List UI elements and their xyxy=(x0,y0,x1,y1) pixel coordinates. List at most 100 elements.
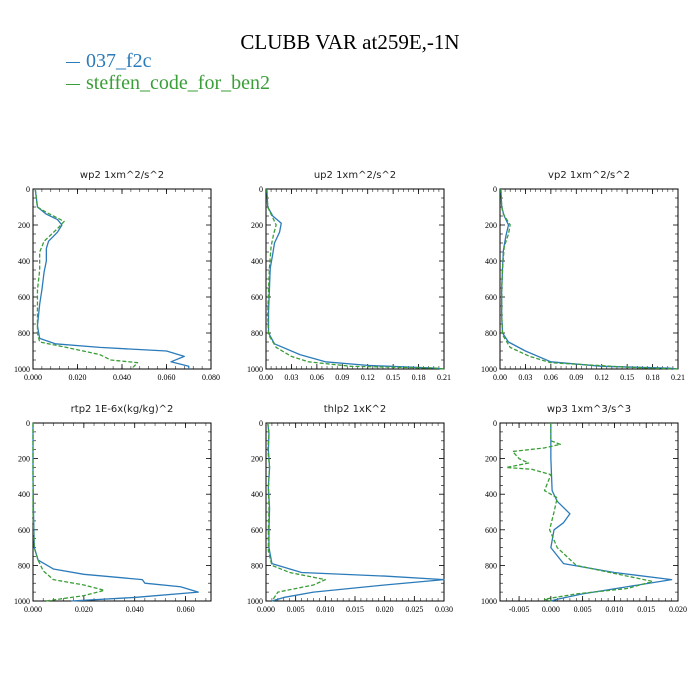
series-line-2-0 xyxy=(500,188,679,370)
x-tick-label-0-1: 0.020 xyxy=(69,373,87,382)
panel-frame-1 xyxy=(265,188,445,370)
series-line-0-1 xyxy=(34,188,139,369)
series-line-3-1 xyxy=(32,423,105,602)
y-tick-label-0-4: 800 xyxy=(18,329,30,338)
x-tick-label-2-3: 0.09 xyxy=(569,373,583,382)
x-tick-label-3-2: 0.040 xyxy=(126,605,144,614)
y-tick-label-4-2: 400 xyxy=(251,490,263,499)
panel-wp3: wp3 1xm^3/s^3 0 200 400 600 800 1000 -0.005 0.00… xyxy=(481,404,687,614)
y-tick-label-1-5: 1000 xyxy=(247,365,263,374)
x-tick-label-1-5: 0.15 xyxy=(386,373,400,382)
x-tick-label-1-6: 0.18 xyxy=(412,373,426,382)
x-tick-label-2-2: 0.06 xyxy=(544,373,558,382)
series-line-0-0 xyxy=(34,188,190,369)
y-tick-label-3-4: 800 xyxy=(18,561,30,570)
panel-title-1: up2 1xm^2/s^2 xyxy=(314,170,396,181)
y-tick-label-2-1: 200 xyxy=(485,221,497,230)
x-tick-label-5-5: 0.020 xyxy=(669,605,687,614)
x-tick-label-5-0: -0.005 xyxy=(509,605,530,614)
x-tick-label-0-3: 0.060 xyxy=(158,373,176,382)
series-line-2-1 xyxy=(500,188,679,370)
series-line-5-0 xyxy=(550,423,673,602)
y-tick-label-0-3: 600 xyxy=(18,293,30,302)
x-tick-label-2-4: 0.12 xyxy=(595,373,609,382)
x-tick-label-5-3: 0.010 xyxy=(605,605,623,614)
y-tick-label-0-0: 0 xyxy=(26,185,30,194)
series-line-4-0 xyxy=(267,422,445,602)
y-tick-label-5-0: 0 xyxy=(493,419,497,428)
x-tick-label-1-0: 0.00 xyxy=(259,373,273,382)
legend-label-1: steffen_code_for_ben2 xyxy=(86,72,271,94)
x-tick-label-3-1: 0.020 xyxy=(75,605,93,614)
y-tick-label-2-2: 400 xyxy=(485,257,497,266)
series-line-3-0 xyxy=(32,423,199,602)
y-tick-label-0-1: 200 xyxy=(18,221,30,230)
x-tick-label-2-1: 0.03 xyxy=(518,373,532,382)
panel-rtp2: rtp2 1E-6x(kg/kg)^2 0 200 400 600 800 10000.00… xyxy=(14,404,212,614)
y-tick-label-3-3: 600 xyxy=(18,526,30,535)
y-tick-label-1-0: 0 xyxy=(259,185,263,194)
x-tick-label-5-4: 0.015 xyxy=(637,605,655,614)
x-tick-label-4-6: 0.030 xyxy=(435,605,453,614)
y-tick-label-3-0: 0 xyxy=(26,419,30,428)
y-tick-label-3-1: 200 xyxy=(18,455,30,464)
y-tick-label-3-5: 1000 xyxy=(14,597,30,606)
x-tick-label-1-1: 0.03 xyxy=(284,373,298,382)
panel-frame-2 xyxy=(499,188,679,370)
x-tick-label-4-0: 0.000 xyxy=(257,605,275,614)
x-tick-label-5-1: 0.000 xyxy=(542,605,560,614)
y-tick-label-4-4: 800 xyxy=(251,561,263,570)
x-tick-label-2-7: 0.21 xyxy=(671,373,685,382)
panel-title-2: vp2 1xm^2/s^2 xyxy=(548,170,630,181)
y-tick-label-0-5: 1000 xyxy=(14,365,30,374)
x-tick-label-0-0: 0.000 xyxy=(24,373,42,382)
legend-swatch-0 xyxy=(66,61,80,63)
panel-frame-3 xyxy=(32,422,212,602)
series-line-1-1 xyxy=(266,188,445,370)
series-line-1-0 xyxy=(266,188,445,370)
legend: 037_f2c steffen_code_for_ben2 xyxy=(66,50,270,94)
legend-item-1: steffen_code_for_ben2 xyxy=(66,72,270,94)
panel-title-3: rtp2 1E-6x(kg/kg)^2 xyxy=(71,404,174,415)
chart-title: CLUBB VAR at259E,-1N xyxy=(240,30,460,54)
y-tick-label-4-3: 600 xyxy=(251,526,263,535)
y-tick-label-5-5: 1000 xyxy=(481,597,497,606)
y-tick-label-0-2: 400 xyxy=(18,257,30,266)
y-tick-label-2-4: 800 xyxy=(485,329,497,338)
x-tick-label-1-2: 0.06 xyxy=(310,373,324,382)
y-tick-label-3-2: 400 xyxy=(18,490,30,499)
x-tick-label-3-3: 0.060 xyxy=(177,605,195,614)
x-tick-label-1-4: 0.12 xyxy=(361,373,375,382)
y-tick-label-5-3: 600 xyxy=(485,526,497,535)
panel-title-5: wp3 1xm^3/s^3 xyxy=(547,404,631,415)
y-tick-label-2-0: 0 xyxy=(493,185,497,194)
y-tick-label-4-5: 1000 xyxy=(247,597,263,606)
y-tick-label-1-1: 200 xyxy=(251,221,263,230)
y-tick-label-5-4: 800 xyxy=(485,561,497,570)
x-tick-label-4-4: 0.020 xyxy=(376,605,394,614)
panel-title-0: wp2 1xm^2/s^2 xyxy=(80,170,164,181)
panel-frame-0 xyxy=(32,188,212,370)
legend-label-0: 037_f2c xyxy=(86,50,152,72)
x-tick-label-2-0: 0.00 xyxy=(493,373,507,382)
x-tick-label-1-3: 0.09 xyxy=(335,373,349,382)
legend-item-0: 037_f2c xyxy=(66,50,270,72)
y-tick-label-2-5: 1000 xyxy=(481,365,497,374)
x-tick-label-4-1: 0.005 xyxy=(287,605,305,614)
y-tick-label-5-2: 400 xyxy=(485,490,497,499)
x-tick-label-1-7: 0.21 xyxy=(437,373,451,382)
y-tick-label-1-3: 600 xyxy=(251,293,263,302)
x-tick-label-3-0: 0.000 xyxy=(24,605,42,614)
x-tick-label-0-2: 0.040 xyxy=(113,373,131,382)
series-line-5-1 xyxy=(505,423,654,602)
y-tick-label-2-3: 600 xyxy=(485,293,497,302)
y-tick-label-5-1: 200 xyxy=(485,455,497,464)
x-tick-label-0-4: 0.080 xyxy=(202,373,220,382)
x-tick-label-4-3: 0.015 xyxy=(346,605,364,614)
x-tick-label-4-5: 0.025 xyxy=(405,605,423,614)
